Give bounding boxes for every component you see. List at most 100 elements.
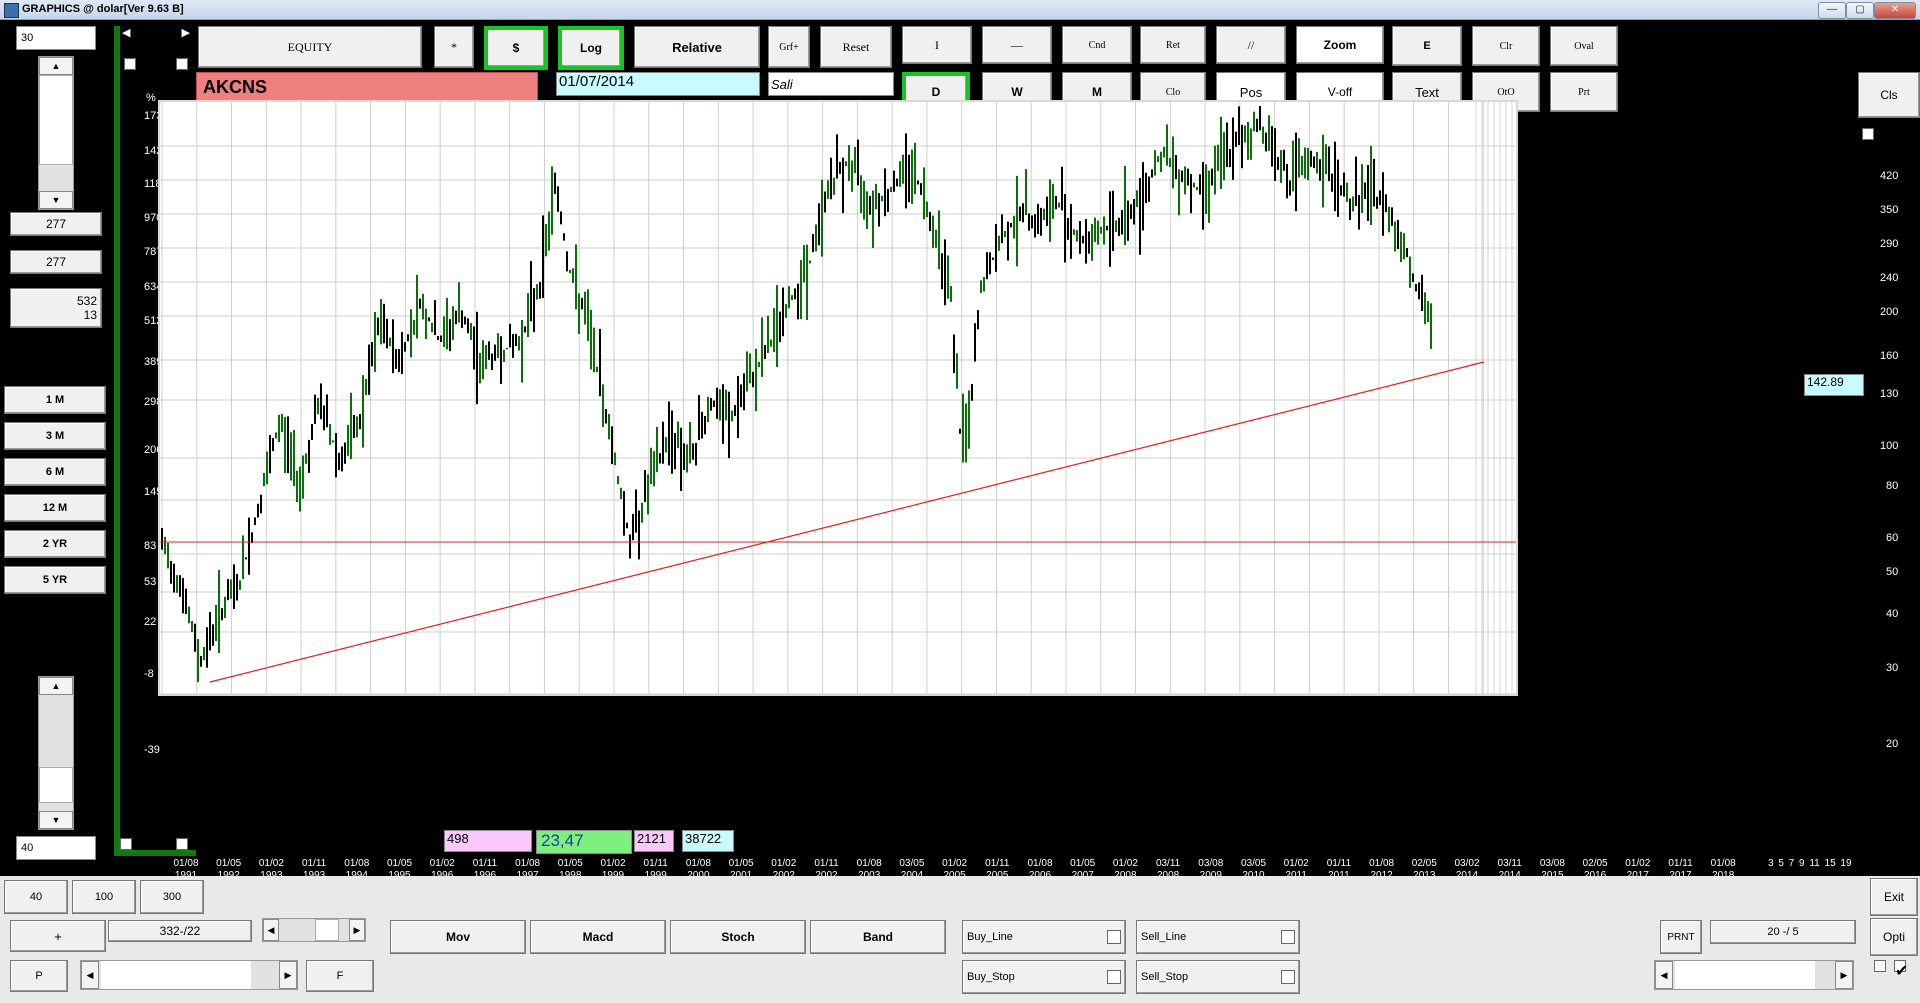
scroll-thumb[interactable] xyxy=(39,767,73,803)
parallel-lines-button[interactable]: // xyxy=(1216,26,1286,64)
chart-canvas[interactable] xyxy=(160,102,1516,694)
scroll-thumb[interactable] xyxy=(315,919,339,941)
price-chart[interactable] xyxy=(158,100,1518,696)
weekday-field[interactable]: Sali xyxy=(768,72,894,96)
scroll-up-arrow-icon[interactable]: ▲ xyxy=(39,57,73,75)
value-box-3-line1: 532 xyxy=(76,294,97,308)
cnd-button[interactable]: Cnd xyxy=(1062,26,1132,64)
horizontal-line-button[interactable]: — xyxy=(982,26,1052,64)
period-2yr-button[interactable]: 2 YR xyxy=(4,530,106,558)
bottom-checkbox-2[interactable]: ✔ xyxy=(1894,960,1908,980)
x-axis-tick: 01/081997 xyxy=(508,858,548,882)
equity-button[interactable]: EQUITY xyxy=(198,26,422,68)
period-3m-button[interactable]: 3 M xyxy=(4,422,106,450)
scroll-thumb[interactable] xyxy=(101,961,251,989)
x-axis-tick-year: 2002 xyxy=(773,870,795,881)
star-button[interactable]: * xyxy=(434,26,474,68)
bars-300-button[interactable]: 300 xyxy=(140,880,204,914)
scroll-thumb[interactable] xyxy=(39,75,73,165)
scroll-right-arrow-icon[interactable]: ▶ xyxy=(279,961,297,989)
f-button[interactable]: F xyxy=(306,960,374,992)
relative-button[interactable]: Relative xyxy=(634,26,760,68)
sell-stop-toggle[interactable]: Sell_Stop xyxy=(1136,960,1300,994)
buy-line-label: Buy_Line xyxy=(967,931,1013,943)
prnt-button[interactable]: PRNT xyxy=(1660,920,1702,954)
x-axis: 01/08199101/05199201/02199301/11199301/0… xyxy=(173,858,1866,890)
bottom-checkbox-1[interactable] xyxy=(1874,960,1886,972)
buy-line-toggle[interactable]: Buy_Line xyxy=(962,920,1126,954)
bars-100-button[interactable]: 100 xyxy=(72,880,136,914)
scroll-left-arrow-icon[interactable]: ◀ xyxy=(1655,961,1673,989)
plus-button[interactable]: + xyxy=(10,920,106,952)
checkbox-bottom-left[interactable] xyxy=(120,838,132,850)
grf-plus-button[interactable]: Grf+ xyxy=(768,26,810,68)
nav-right-arrow-icon[interactable]: ▶ xyxy=(181,27,190,39)
x-axis-tick: 01/112011 xyxy=(1319,858,1359,882)
reset-button[interactable]: Reset xyxy=(820,26,892,68)
bars-40-button[interactable]: 40 xyxy=(4,880,68,914)
period-12m-button[interactable]: 12 M xyxy=(4,494,106,522)
checkbox-bottom-right[interactable] xyxy=(176,838,188,850)
buy-line-checkbox[interactable] xyxy=(1107,930,1121,944)
x-axis-tick-date: 01/11 xyxy=(1326,858,1352,869)
sell-stop-checkbox[interactable] xyxy=(1281,970,1295,984)
top-vertical-scrollbar[interactable]: ▲ ▼ xyxy=(38,56,74,210)
ret-button[interactable]: Ret xyxy=(1140,26,1206,64)
scroll-left-arrow-icon[interactable]: ◀ xyxy=(263,919,279,941)
top-value-field[interactable]: 30 xyxy=(16,26,96,50)
x-axis-tick: 01/082018 xyxy=(1703,858,1743,882)
buy-stop-checkbox[interactable] xyxy=(1107,970,1121,984)
e-button[interactable]: E xyxy=(1392,26,1462,66)
right-axis-tick: 350 xyxy=(1880,204,1899,216)
exit-button[interactable]: Exit xyxy=(1870,878,1918,916)
checkbox-top-right[interactable] xyxy=(176,58,188,70)
maximize-button[interactable]: ▢ xyxy=(1846,2,1874,19)
x-axis-tick-date: 01/11 xyxy=(472,858,498,869)
scroll-right-arrow-icon[interactable]: ▶ xyxy=(349,919,365,941)
date-field[interactable]: 01/07/2014 xyxy=(556,72,760,96)
horizontal-scrollbar[interactable]: ◀ ▶ xyxy=(80,960,298,990)
opti-button[interactable]: Opti xyxy=(1870,918,1918,956)
nav-left-arrow-icon[interactable]: ◀ xyxy=(122,27,131,39)
x-axis-tick: 01/022005 xyxy=(935,858,975,882)
zoom-button[interactable]: Zoom xyxy=(1296,26,1384,64)
x-axis-tick-year: 2008 xyxy=(1157,870,1179,881)
vertical-line-button[interactable]: I xyxy=(902,26,972,64)
log-button[interactable]: Log xyxy=(558,26,624,70)
minimize-button[interactable]: — xyxy=(1818,2,1846,19)
oval-button[interactable]: Oval xyxy=(1550,26,1618,66)
scroll-left-arrow-icon[interactable]: ◀ xyxy=(81,961,99,989)
macd-button[interactable]: Macd xyxy=(530,920,666,954)
bottom-vertical-scrollbar[interactable]: ▲ ▼ xyxy=(38,676,74,830)
nav-arrows[interactable]: ◀ ▶ xyxy=(122,26,190,44)
band-button[interactable]: Band xyxy=(810,920,946,954)
period-6m-button[interactable]: 6 M xyxy=(4,458,106,486)
mov-button[interactable]: Mov xyxy=(390,920,526,954)
prt-button[interactable]: Prt xyxy=(1550,72,1618,112)
close-button[interactable]: ✕ xyxy=(1874,2,1916,19)
p-button[interactable]: P xyxy=(10,960,68,992)
right-horizontal-scrollbar[interactable]: ◀ ▶ xyxy=(1654,960,1854,990)
scroll-up-arrow-icon[interactable]: ▲ xyxy=(39,677,73,695)
sell-line-checkbox[interactable] xyxy=(1281,930,1295,944)
buy-stop-toggle[interactable]: Buy_Stop xyxy=(962,960,1126,994)
x-axis-tick: 01/082000 xyxy=(678,858,718,882)
dollar-button[interactable]: $ xyxy=(484,26,548,70)
stoch-button[interactable]: Stoch xyxy=(670,920,806,954)
scroll-right-arrow-icon[interactable]: ▶ xyxy=(1835,961,1853,989)
right-axis-tick: 60 xyxy=(1886,532,1899,544)
cls-button[interactable]: Cls xyxy=(1858,72,1920,118)
period-5yr-button[interactable]: 5 YR xyxy=(4,566,106,594)
scroll-down-arrow-icon[interactable]: ▼ xyxy=(39,811,73,829)
clr-button[interactable]: Clr xyxy=(1472,26,1540,66)
bottom-value-field[interactable]: 40 xyxy=(16,836,96,860)
x-axis-tick-year: 2013 xyxy=(1413,870,1435,881)
period-1m-button[interactable]: 1 M xyxy=(4,386,106,414)
position-scrollbar[interactable]: ◀ ▶ xyxy=(262,918,366,942)
chart-checkbox[interactable] xyxy=(1862,128,1874,140)
scroll-thumb[interactable] xyxy=(1675,961,1815,989)
scroll-down-arrow-icon[interactable]: ▼ xyxy=(39,191,73,209)
sell-line-toggle[interactable]: Sell_Line xyxy=(1136,920,1300,954)
checkbox-top-left[interactable] xyxy=(124,58,136,70)
x-axis-tick: 02/052016 xyxy=(1575,858,1615,882)
